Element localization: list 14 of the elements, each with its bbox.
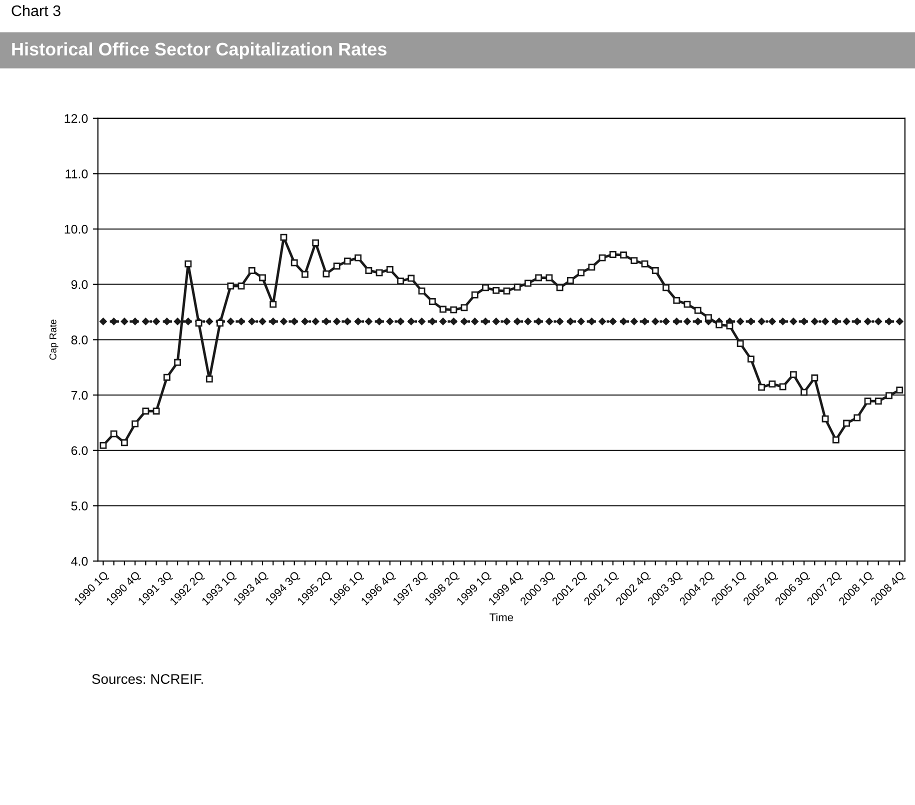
x-axis-title: Time [490, 613, 514, 622]
caption: Chart 3 [12, 4, 60, 16]
chart-title: Historical Office Sector Capitalization Rates [12, 42, 386, 60]
y-tick-label: 10.0 [64, 224, 88, 234]
y-tick-label: 4.0 [71, 556, 88, 566]
y-tick-label: 7.0 [71, 390, 88, 400]
y-tick-label: 9.0 [71, 280, 88, 290]
y-tick-label: 12.0 [64, 114, 88, 123]
y-tick-label: 8.0 [71, 336, 88, 344]
y-tick-label: 11.0 [66, 169, 88, 178]
y-axis-title: Cap Rate [49, 320, 58, 360]
source-note: Sources: NCREIF. [92, 674, 203, 684]
y-tick-label: 6.0 [71, 446, 88, 456]
y-tick-label: 5.0 [71, 502, 88, 510]
